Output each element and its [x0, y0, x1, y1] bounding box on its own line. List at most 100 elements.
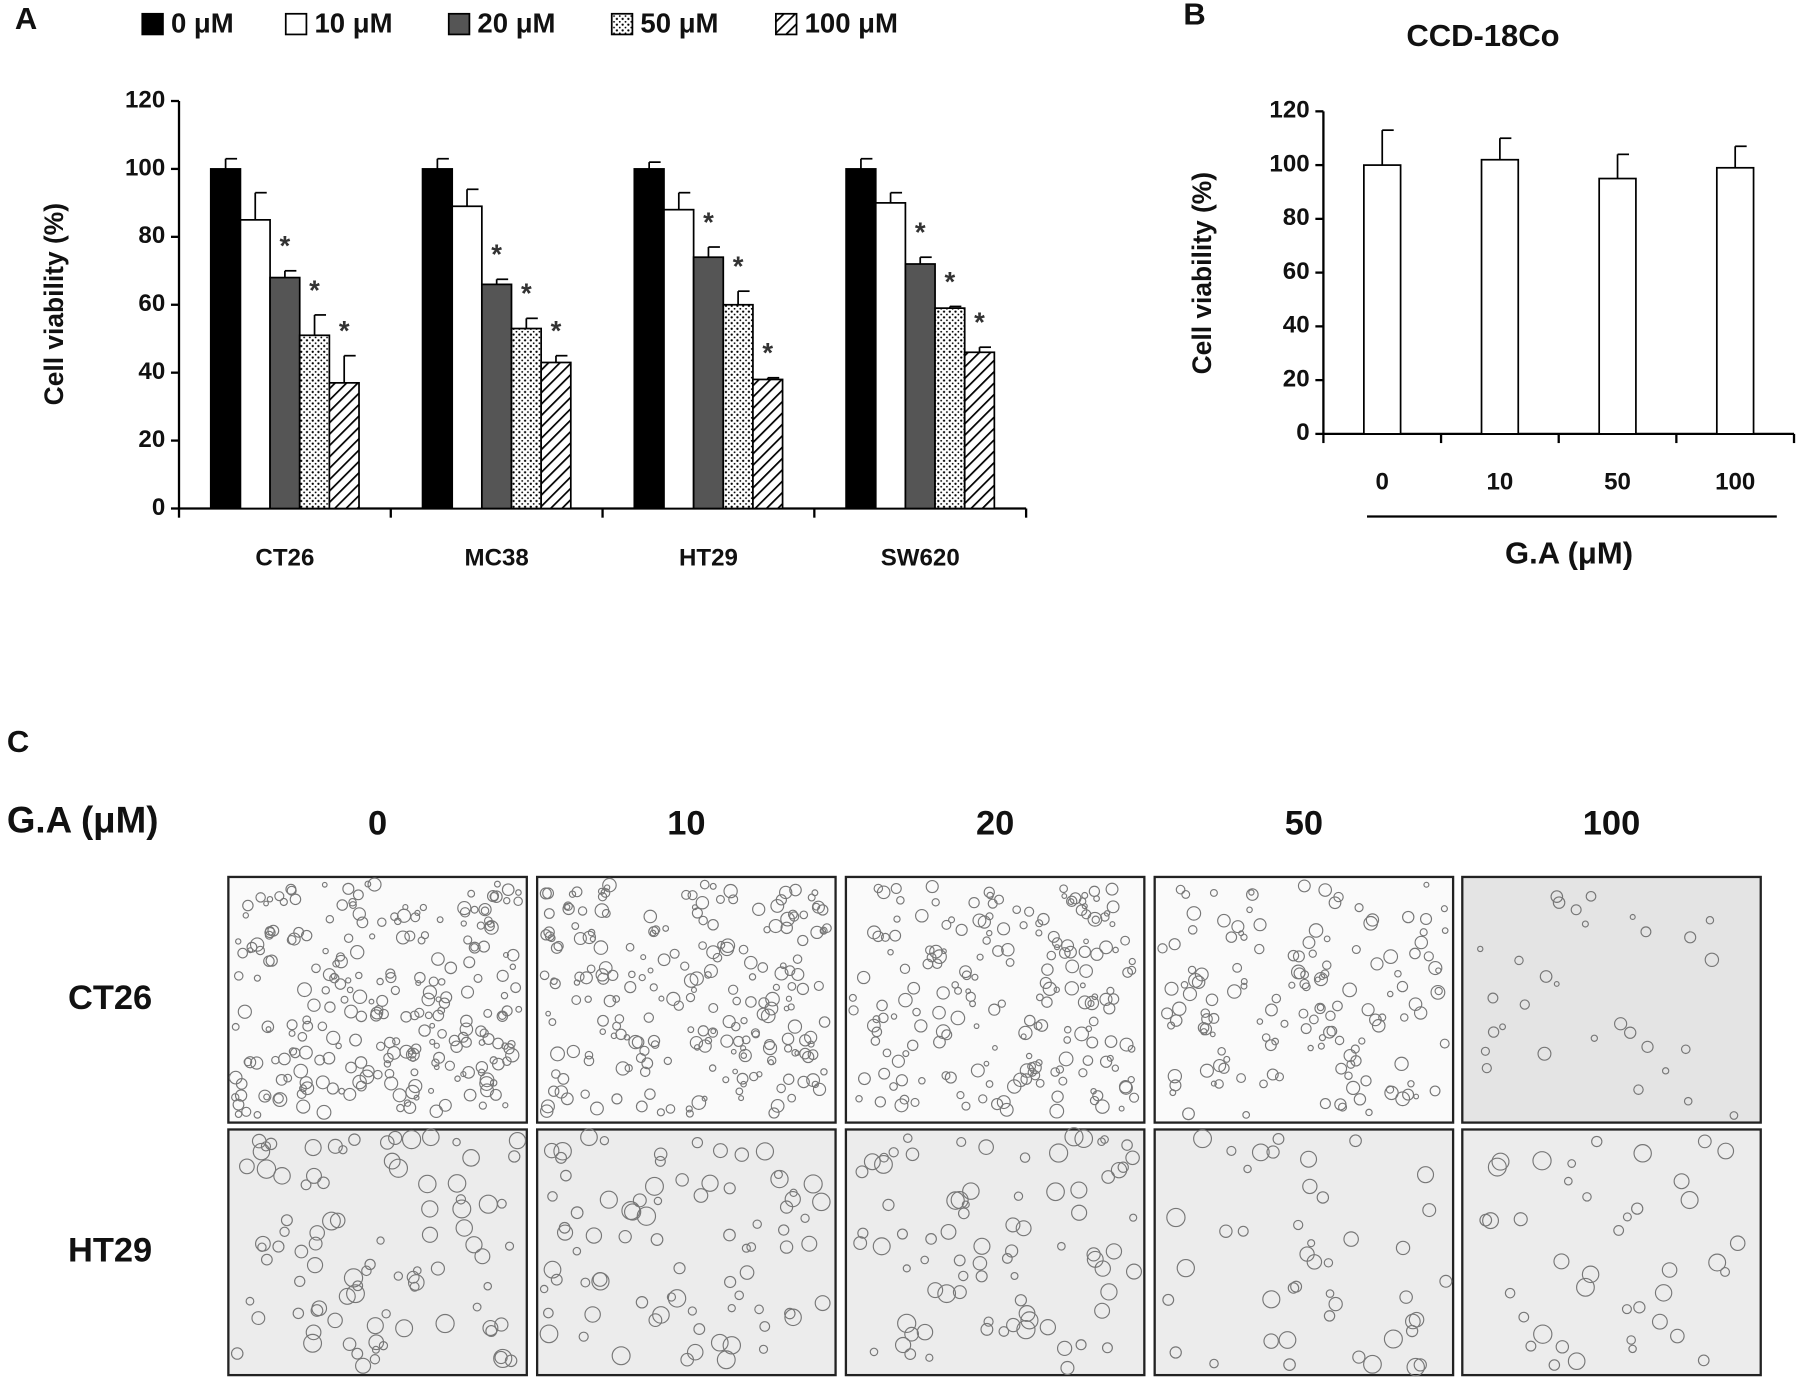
- cell: [902, 1050, 910, 1058]
- cell: [1077, 995, 1092, 1010]
- cell: [264, 926, 275, 936]
- cell: [730, 1048, 737, 1055]
- cell: [315, 1075, 330, 1090]
- y-tick-label: 100: [125, 154, 165, 181]
- cell: [1729, 1235, 1746, 1251]
- cell: [1302, 936, 1316, 950]
- cell: [759, 1321, 771, 1332]
- cell: [422, 985, 438, 1000]
- cell: [978, 1094, 988, 1104]
- cell: [321, 986, 330, 995]
- cell: [801, 1235, 818, 1252]
- cell: [1099, 1055, 1113, 1068]
- cell: [429, 1038, 436, 1045]
- x-axis-label: G.A (μM): [1505, 536, 1633, 571]
- cell: [1209, 1031, 1216, 1038]
- cell: [287, 932, 301, 946]
- cell: [741, 1035, 751, 1045]
- cell: [779, 1200, 794, 1214]
- cell: [505, 1048, 520, 1063]
- cell: [722, 1336, 742, 1355]
- cell: [506, 948, 520, 962]
- cell: [1111, 1064, 1120, 1072]
- cell: [1246, 906, 1253, 914]
- cell: [556, 1224, 574, 1241]
- cell: [1214, 1079, 1224, 1089]
- cell: [925, 1233, 937, 1245]
- cell: [796, 982, 810, 996]
- cell: [1413, 1006, 1428, 1020]
- cell: [429, 1104, 444, 1119]
- cell: [878, 1012, 889, 1024]
- cell: [648, 1313, 663, 1328]
- cell: [1408, 1311, 1425, 1328]
- cell: [931, 898, 940, 907]
- cell: [1161, 1007, 1174, 1020]
- cell: [691, 1095, 707, 1110]
- cell: [251, 1311, 266, 1326]
- cell: [1101, 1170, 1116, 1184]
- cell: [953, 1254, 966, 1267]
- cell: [983, 1060, 990, 1067]
- cell: [748, 973, 757, 981]
- cell: [414, 909, 421, 917]
- cell: [1110, 1161, 1128, 1179]
- cell: [863, 1153, 881, 1171]
- cell: [340, 995, 349, 1004]
- cell: [1240, 982, 1248, 990]
- cell: [448, 1034, 461, 1047]
- cell: [756, 1071, 763, 1078]
- cell: [1334, 1035, 1345, 1046]
- cell: [1094, 1302, 1111, 1319]
- cell: [1318, 1034, 1326, 1042]
- cell: [948, 916, 956, 924]
- cell: [255, 945, 266, 956]
- significance-mark: *: [280, 230, 291, 261]
- cell: [992, 1044, 998, 1051]
- cell: [1049, 1143, 1069, 1163]
- cell: [350, 945, 365, 960]
- cell: [774, 966, 789, 981]
- cell: [1019, 1152, 1031, 1163]
- cell: [231, 1022, 240, 1031]
- cell: [258, 1089, 272, 1103]
- cell: [1440, 905, 1448, 913]
- cell: [821, 923, 832, 934]
- column-label: 50: [1285, 804, 1323, 842]
- cell: [639, 1066, 651, 1078]
- cell: [383, 1152, 401, 1170]
- cell: [335, 1042, 342, 1050]
- cell: [1078, 1068, 1088, 1078]
- cell: [293, 926, 305, 938]
- cell: [1405, 1313, 1421, 1330]
- cell: [738, 944, 749, 955]
- cell: [1039, 1319, 1057, 1336]
- cell: [666, 991, 681, 1007]
- cell: [1018, 1025, 1033, 1041]
- cell: [1262, 1290, 1281, 1309]
- cell: [1661, 1067, 1670, 1075]
- cell: [654, 1155, 666, 1167]
- cell: [1670, 1328, 1685, 1344]
- legend-label: 10 μM: [314, 8, 392, 39]
- cell: [693, 1323, 706, 1336]
- cell: [393, 917, 402, 926]
- cell: [601, 908, 611, 918]
- cell: [706, 945, 721, 960]
- cell: [685, 1105, 693, 1113]
- cell: [918, 1076, 926, 1085]
- cell: [478, 902, 492, 917]
- cell: [352, 1074, 367, 1090]
- y-axis-label: Cell viability (%): [1187, 172, 1217, 374]
- cell: [1613, 1225, 1625, 1236]
- cell: [351, 1347, 364, 1360]
- cell: [433, 1051, 446, 1064]
- cell: [572, 1246, 582, 1256]
- cell: [1293, 1219, 1304, 1231]
- cell: [1621, 1304, 1632, 1315]
- cell: [322, 947, 329, 955]
- cell: [489, 1088, 502, 1101]
- cell: [413, 1094, 420, 1101]
- cell: [352, 889, 364, 901]
- cell: [780, 911, 795, 927]
